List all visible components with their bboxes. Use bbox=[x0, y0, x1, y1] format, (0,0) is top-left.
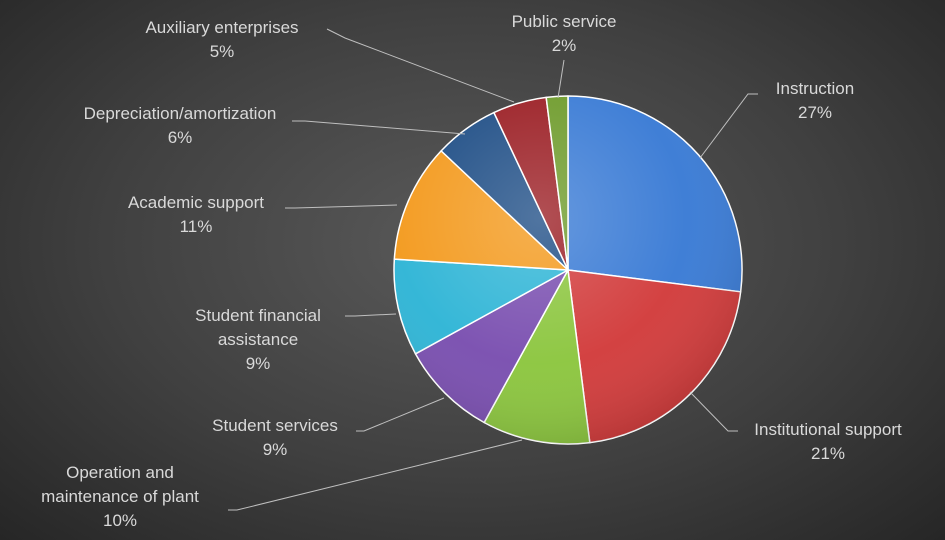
percent-label-8: 5% bbox=[210, 42, 235, 61]
category-label-3-line-2: maintenance of plant bbox=[41, 487, 199, 506]
percent-label-4: 9% bbox=[263, 440, 288, 459]
leader-line-7 bbox=[292, 121, 465, 134]
leader-line-6 bbox=[285, 205, 397, 208]
category-label-9-line-1: Public service bbox=[512, 12, 617, 31]
leader-line-4 bbox=[356, 398, 444, 431]
percent-label-2: 21% bbox=[811, 444, 845, 463]
category-label-3-line-1: Operation and bbox=[66, 463, 174, 482]
leader-line-2 bbox=[690, 392, 738, 431]
category-label-7-line-1: Depreciation/amortization bbox=[84, 104, 277, 123]
percent-label-9: 2% bbox=[552, 36, 577, 55]
category-label-8-line-1: Auxiliary enterprises bbox=[145, 18, 298, 37]
percent-label-7: 6% bbox=[168, 128, 193, 147]
leader-line-8 bbox=[327, 29, 514, 102]
category-label-2-line-1: Institutional support bbox=[754, 420, 902, 439]
leader-line-1 bbox=[700, 94, 758, 158]
pie-slice-1 bbox=[568, 96, 742, 292]
leader-line-9 bbox=[558, 60, 564, 98]
pie-slices bbox=[394, 96, 742, 444]
percent-label-5: 9% bbox=[246, 354, 271, 373]
category-label-5-line-1: Student financial bbox=[195, 306, 321, 325]
category-label-1-line-1: Instruction bbox=[776, 79, 854, 98]
percent-label-1: 27% bbox=[798, 103, 832, 122]
category-label-4-line-1: Student services bbox=[212, 416, 338, 435]
percent-label-3: 10% bbox=[103, 511, 137, 530]
category-label-5-line-2: assistance bbox=[218, 330, 298, 349]
leader-line-5 bbox=[345, 314, 396, 316]
category-label-6-line-1: Academic support bbox=[128, 193, 264, 212]
percent-label-6: 11% bbox=[180, 217, 213, 236]
